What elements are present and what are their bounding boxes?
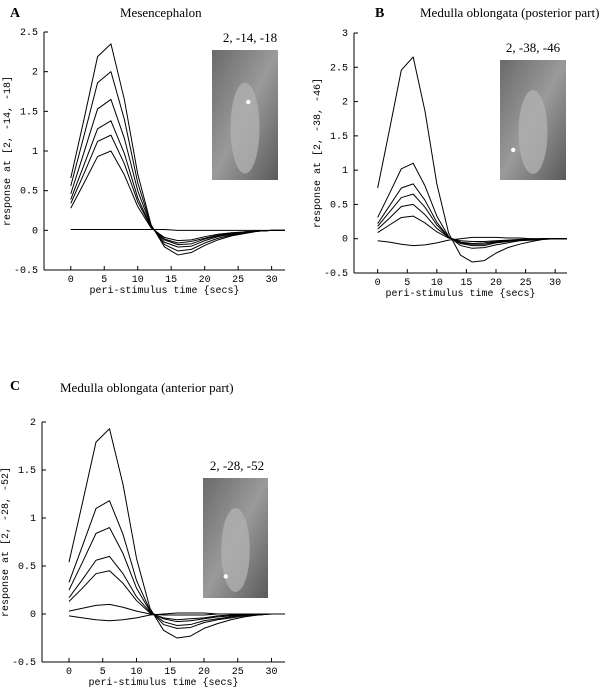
y-tick-label: 0.5 (20, 187, 38, 198)
panel-letter: C (10, 379, 20, 394)
response-curve (377, 236, 567, 247)
y-tick-label: 0 (30, 610, 36, 621)
x-tick-label: 20 (198, 667, 210, 678)
panel: C Medulla oblongata (anterior part) -0.5 0 0… (0, 379, 285, 689)
panel: A Mesencephalon -0.5 0 0.5 1 1.5 2 2.5 0 5 10 15 20 25… (2, 5, 285, 297)
x-tick-label: 10 (431, 278, 443, 289)
x-tick-label: 25 (520, 278, 532, 289)
y-tick-label: 2 (32, 68, 38, 79)
inset-structure (518, 90, 548, 174)
x-tick-label: 5 (101, 275, 107, 286)
y-tick-label: 0 (32, 226, 38, 237)
inset-structure (230, 82, 260, 174)
panel: B Medulla oblongata (posterior part) -0.5 0… (312, 5, 599, 300)
response-curve (377, 162, 567, 249)
y-tick-label: 1.5 (20, 107, 38, 118)
x-tick-label: 30 (265, 667, 277, 678)
inset-annotation: 2, -28, -52 (210, 458, 264, 473)
x-tick-label: 5 (404, 278, 410, 289)
x-tick-label: 10 (132, 275, 144, 286)
response-curve (70, 229, 285, 231)
panel-title: Medulla oblongata (posterior part) (420, 5, 599, 20)
panel-letter: B (375, 6, 384, 21)
inset-dot (246, 99, 251, 105)
y-tick-label: 0 (342, 235, 348, 246)
x-axis-label: peri-stimulus time {secs} (88, 677, 238, 689)
response-curve (68, 570, 285, 621)
response-curve (70, 43, 285, 256)
y-tick-label: 2 (30, 418, 36, 429)
y-tick-label: 1 (342, 166, 348, 177)
y-tick-label: 0.5 (330, 200, 348, 211)
x-tick-label: 10 (130, 667, 142, 678)
x-tick-label: 5 (100, 667, 106, 678)
x-tick-label: 0 (66, 667, 72, 678)
x-tick-label: 20 (199, 275, 211, 286)
y-axis-label: response at [2, -28, -52] (0, 467, 12, 617)
inset-annotation: 2, -38, -46 (506, 40, 561, 55)
inset-annotation: 2, -14, -18 (223, 30, 277, 45)
response-curve (68, 428, 285, 639)
y-tick-label: 2.5 (20, 28, 38, 39)
response-curve (377, 193, 567, 245)
x-tick-label: 30 (266, 275, 278, 286)
x-tick-label: 30 (549, 278, 561, 289)
inset-dot (511, 147, 516, 153)
x-tick-label: 15 (164, 667, 176, 678)
x-tick-label: 15 (165, 275, 177, 286)
response-curve (377, 56, 567, 263)
y-axis-label: response at [2, -38, -46] (312, 78, 324, 228)
x-tick-label: 25 (232, 275, 244, 286)
y-tick-label: 1.5 (18, 466, 36, 477)
y-tick-label: -0.5 (14, 266, 38, 277)
y-tick-label: 1 (30, 514, 36, 525)
response-curve (70, 71, 285, 252)
inset-dot (223, 574, 228, 579)
x-tick-label: 0 (375, 278, 381, 289)
y-tick-label: 0.5 (18, 562, 36, 573)
y-tick-label: 3 (342, 29, 348, 40)
y-tick-label: 2 (342, 98, 348, 109)
inset-structure (221, 508, 250, 592)
x-tick-label: 25 (232, 667, 244, 678)
panel-title: Mesencephalon (120, 5, 202, 20)
y-tick-label: -0.5 (324, 269, 348, 280)
x-tick-label: 20 (490, 278, 502, 289)
y-tick-label: -0.5 (12, 658, 36, 669)
x-axis-label: peri-stimulus time {secs} (89, 285, 239, 297)
y-tick-label: 1 (32, 147, 38, 158)
y-tick-label: 2.5 (330, 63, 348, 74)
x-axis-label: peri-stimulus time {secs} (385, 288, 535, 300)
y-axis-label: response at [2, -14, -18] (2, 76, 14, 226)
panel-title: Medulla oblongata (anterior part) (60, 380, 234, 395)
response-curve (68, 500, 285, 629)
response-curve (377, 183, 567, 247)
panel-letter: A (10, 6, 21, 21)
x-tick-label: 15 (460, 278, 472, 289)
response-curve (70, 150, 285, 242)
x-tick-label: 0 (68, 275, 74, 286)
y-tick-label: 1.5 (330, 132, 348, 143)
response-curve (68, 612, 285, 622)
